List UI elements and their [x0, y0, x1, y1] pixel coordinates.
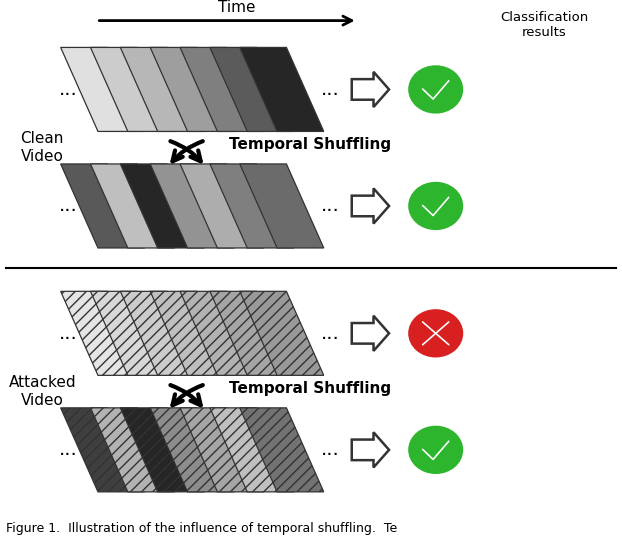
- Polygon shape: [240, 408, 324, 492]
- FancyArrow shape: [352, 433, 389, 467]
- Text: Time: Time: [218, 0, 255, 15]
- Polygon shape: [180, 164, 264, 248]
- Polygon shape: [121, 408, 204, 492]
- Circle shape: [410, 67, 462, 112]
- Text: Temporal Shuffling: Temporal Shuffling: [229, 138, 391, 152]
- Polygon shape: [61, 408, 144, 492]
- Text: ...: ...: [59, 196, 78, 216]
- Polygon shape: [151, 408, 234, 492]
- Circle shape: [410, 427, 462, 473]
- Polygon shape: [151, 48, 234, 132]
- Polygon shape: [180, 48, 264, 132]
- FancyArrow shape: [352, 315, 389, 351]
- Polygon shape: [180, 408, 264, 492]
- Polygon shape: [121, 292, 204, 375]
- Text: Classification
results: Classification results: [500, 11, 588, 39]
- Text: ...: ...: [320, 440, 340, 460]
- Text: Attacked
Video: Attacked Video: [9, 376, 76, 408]
- Polygon shape: [180, 292, 264, 375]
- Polygon shape: [121, 48, 204, 132]
- Polygon shape: [61, 48, 144, 132]
- Polygon shape: [210, 48, 294, 132]
- Text: ...: ...: [320, 196, 340, 216]
- Polygon shape: [151, 292, 234, 375]
- Text: ...: ...: [320, 80, 340, 99]
- Circle shape: [410, 311, 462, 356]
- Polygon shape: [240, 48, 324, 132]
- Circle shape: [410, 183, 462, 229]
- Polygon shape: [91, 292, 174, 375]
- Polygon shape: [210, 292, 294, 375]
- Text: ...: ...: [320, 324, 340, 343]
- Polygon shape: [240, 292, 324, 375]
- Text: Clean
Video: Clean Video: [21, 132, 64, 164]
- Polygon shape: [61, 292, 144, 375]
- Text: ...: ...: [59, 440, 78, 460]
- Polygon shape: [240, 164, 324, 248]
- Polygon shape: [91, 48, 174, 132]
- FancyArrow shape: [352, 189, 389, 223]
- Polygon shape: [210, 408, 294, 492]
- Polygon shape: [121, 164, 204, 248]
- Polygon shape: [210, 164, 294, 248]
- Text: Temporal Shuffling: Temporal Shuffling: [229, 382, 391, 396]
- FancyArrow shape: [352, 72, 389, 107]
- Polygon shape: [61, 164, 144, 248]
- Polygon shape: [91, 164, 174, 248]
- Polygon shape: [91, 408, 174, 492]
- Polygon shape: [151, 164, 234, 248]
- Text: ...: ...: [59, 80, 78, 99]
- Text: ...: ...: [59, 324, 78, 343]
- Text: Figure 1.  Illustration of the influence of temporal shuffling.  Te: Figure 1. Illustration of the influence …: [6, 522, 397, 535]
